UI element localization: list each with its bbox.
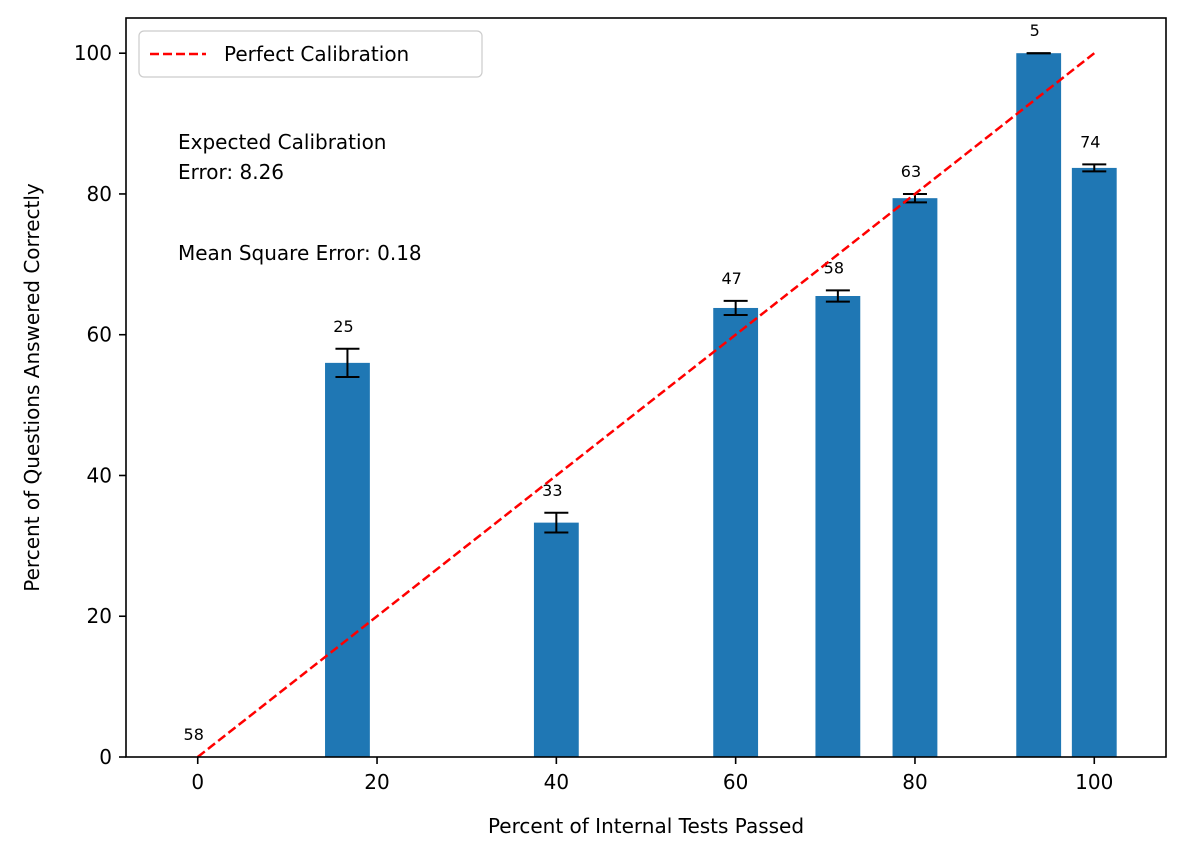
legend-label: Perfect Calibration	[224, 42, 409, 66]
bar	[1071, 167, 1117, 757]
plot-frame	[125, 17, 1167, 758]
bar	[815, 296, 861, 757]
bar-count-label: 25	[333, 317, 353, 336]
bar-count-label: 63	[901, 162, 921, 181]
bar-count-label: 33	[542, 481, 562, 500]
calibration-error-annotation: Expected Calibration	[178, 130, 387, 154]
y-tick-label: 60	[87, 323, 112, 347]
y-tick-label: 0	[99, 745, 112, 769]
bar-count-label: 74	[1080, 132, 1100, 151]
mean-square-error-annotation: Mean Square Error: 0.18	[178, 241, 422, 265]
y-tick-label: 20	[87, 604, 112, 628]
perfect-calibration-line	[196, 52, 1096, 758]
y-tick-label: 80	[87, 182, 112, 206]
x-tick-label: 80	[902, 770, 927, 794]
legend-box	[138, 30, 483, 78]
x-tick-label: 20	[364, 770, 389, 794]
bar	[713, 307, 759, 757]
x-tick-label: 40	[544, 770, 569, 794]
bar-count-label: 47	[721, 269, 741, 288]
y-axis-title: Percent of Questions Answered Correctly	[20, 183, 44, 592]
y-tick-label: 40	[87, 463, 112, 487]
x-axis-title: Percent of Internal Tests Passed	[488, 814, 804, 838]
x-tick-label: 100	[1075, 770, 1113, 794]
bar-count-label: 5	[1030, 21, 1040, 40]
bar-count-label: 58	[824, 258, 844, 277]
bar	[325, 362, 370, 757]
calibration-error-value: Error: 8.26	[178, 160, 284, 184]
bar	[1016, 53, 1062, 757]
bar	[533, 522, 579, 757]
x-tick-label: 0	[191, 770, 204, 794]
bar	[892, 198, 938, 757]
y-tick-label: 100	[74, 41, 112, 65]
bar-count-label: 58	[184, 725, 204, 744]
x-tick-label: 60	[723, 770, 748, 794]
